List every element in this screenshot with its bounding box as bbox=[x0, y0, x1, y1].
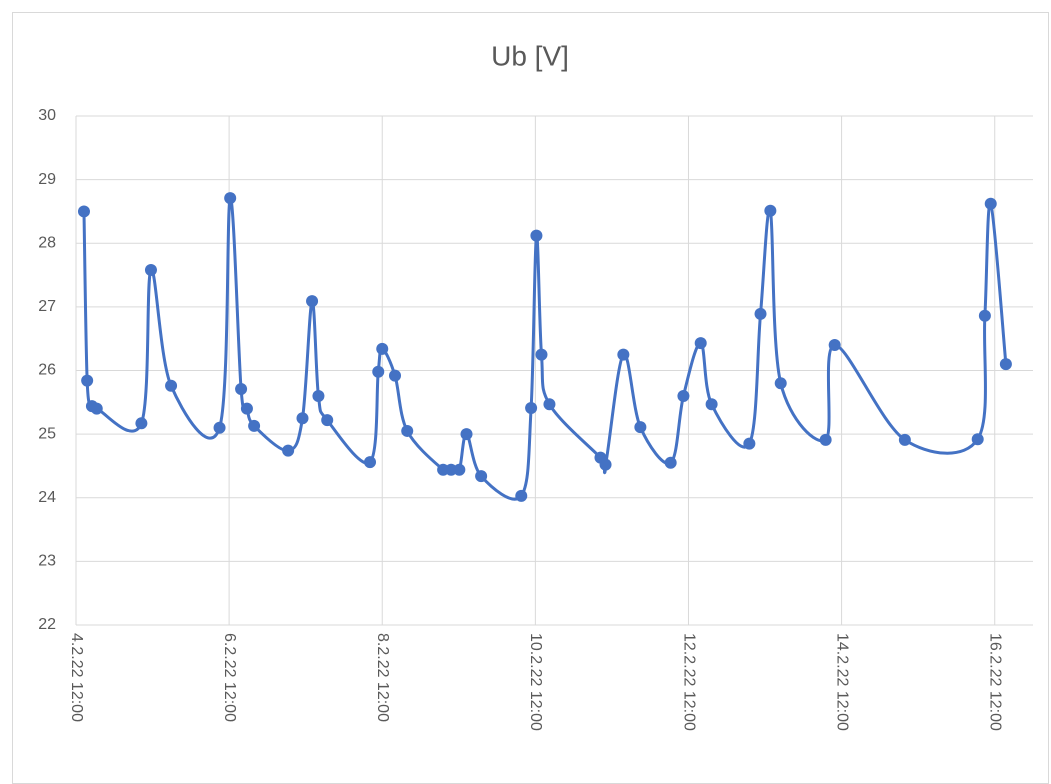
x-tick-label: 8.2.22 12:00 bbox=[374, 633, 391, 722]
point bbox=[634, 421, 647, 434]
point bbox=[694, 337, 707, 350]
point bbox=[819, 433, 832, 446]
point bbox=[530, 229, 543, 242]
point bbox=[144, 263, 157, 276]
point bbox=[235, 382, 248, 395]
point bbox=[898, 433, 911, 446]
point bbox=[978, 309, 991, 322]
point bbox=[515, 489, 528, 502]
y-tick-label: 25 bbox=[38, 425, 56, 442]
point bbox=[389, 369, 401, 382]
x-tick-label: 16.2.22 12:00 bbox=[986, 633, 1003, 731]
point bbox=[677, 389, 690, 402]
point bbox=[364, 456, 377, 469]
point bbox=[475, 470, 488, 483]
point bbox=[81, 374, 94, 387]
point bbox=[535, 348, 548, 361]
point bbox=[617, 348, 630, 361]
point bbox=[543, 398, 556, 411]
point bbox=[240, 402, 253, 415]
y-tick-label: 24 bbox=[38, 489, 56, 506]
point bbox=[248, 419, 261, 432]
point bbox=[754, 307, 767, 320]
point bbox=[312, 389, 325, 402]
y-tick-label: 22 bbox=[38, 616, 56, 633]
x-tick-label: 4.2.22 12:00 bbox=[68, 633, 85, 722]
point bbox=[224, 192, 237, 205]
y-tick-label: 23 bbox=[38, 553, 56, 570]
x-tick-label: 14.2.22 12:00 bbox=[833, 633, 850, 731]
point bbox=[213, 421, 226, 434]
chart-title: Ub [V] bbox=[491, 40, 569, 71]
point bbox=[135, 417, 148, 430]
y-tick-label: 29 bbox=[38, 171, 56, 188]
point bbox=[828, 339, 841, 352]
point bbox=[282, 444, 295, 457]
point bbox=[984, 197, 997, 210]
y-tick-label: 27 bbox=[38, 298, 56, 315]
point bbox=[764, 204, 777, 217]
point bbox=[296, 412, 309, 425]
point bbox=[664, 456, 677, 469]
point bbox=[999, 358, 1012, 371]
point bbox=[306, 295, 319, 308]
point bbox=[705, 398, 718, 411]
point bbox=[453, 463, 466, 476]
y-tick-label: 30 bbox=[38, 107, 56, 124]
point bbox=[90, 402, 103, 415]
point bbox=[372, 365, 385, 378]
x-tick-label: 10.2.22 12:00 bbox=[527, 633, 544, 731]
point bbox=[971, 433, 984, 446]
point bbox=[376, 342, 389, 355]
x-tick-label: 6.2.22 12:00 bbox=[221, 633, 238, 722]
point bbox=[774, 377, 787, 390]
point bbox=[321, 414, 334, 427]
point bbox=[401, 424, 414, 437]
point bbox=[165, 379, 178, 392]
point bbox=[460, 428, 473, 441]
y-tick-label: 26 bbox=[38, 362, 56, 379]
point bbox=[599, 458, 612, 471]
y-tick-label: 28 bbox=[38, 234, 56, 251]
point bbox=[525, 402, 538, 415]
point bbox=[445, 463, 458, 476]
point bbox=[77, 205, 90, 218]
x-tick-label: 12.2.22 12:00 bbox=[680, 633, 697, 731]
point bbox=[743, 437, 756, 450]
